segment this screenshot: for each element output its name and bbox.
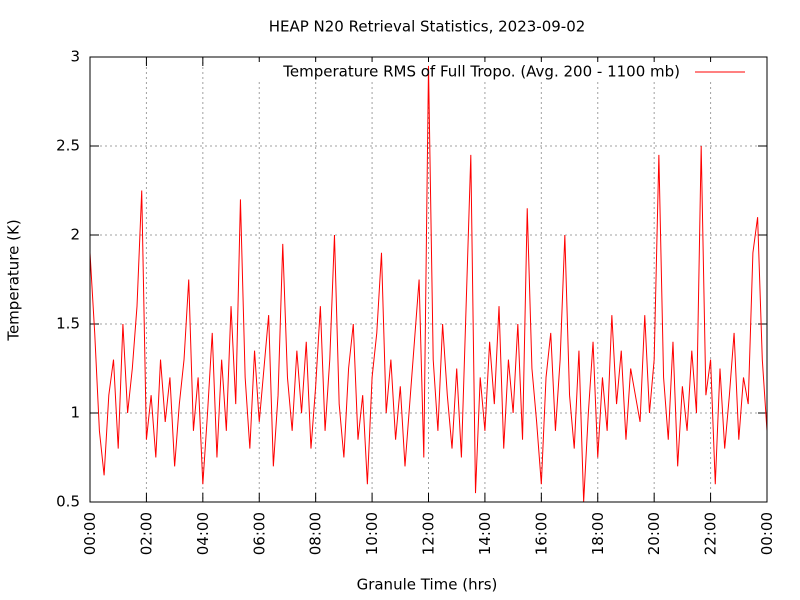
data-line (89, 65, 768, 503)
chart-title: HEAP N20 Retrieval Statistics, 2023-09-0… (269, 18, 586, 36)
x-tick-label: 18:00 (589, 512, 607, 555)
x-tick-label: 02:00 (137, 512, 155, 555)
x-tick-label: 10:00 (363, 512, 381, 555)
plot-border (89, 56, 768, 503)
x-tick-label: 20:00 (645, 512, 663, 555)
y-tick-label: 1 (70, 404, 80, 422)
y-tick-label: 0.5 (56, 493, 80, 511)
y-tick-label: 2.5 (56, 137, 80, 155)
x-tick-label: 16:00 (532, 512, 550, 555)
y-axis-label: Temperature (K) (5, 219, 23, 341)
y-tick-label: 3 (70, 48, 80, 66)
y-tick-label: 1.5 (56, 315, 80, 333)
x-tick-label: 06:00 (250, 512, 268, 555)
y-tick-label: 2 (70, 226, 80, 244)
legend-box (250, 62, 755, 82)
x-tick-label: 12:00 (420, 512, 438, 555)
x-tick-label: 00:00 (758, 512, 776, 555)
x-axis-label: Granule Time (hrs) (357, 576, 498, 594)
x-tick-label: 08:00 (307, 512, 325, 555)
legend-label: Temperature RMS of Full Tropo. (Avg. 200… (282, 63, 680, 81)
x-tick-label: 22:00 (702, 512, 720, 555)
x-tick-label: 14:00 (476, 512, 494, 555)
x-tick-label: 04:00 (194, 512, 212, 555)
x-tick-label: 00:00 (81, 512, 99, 555)
